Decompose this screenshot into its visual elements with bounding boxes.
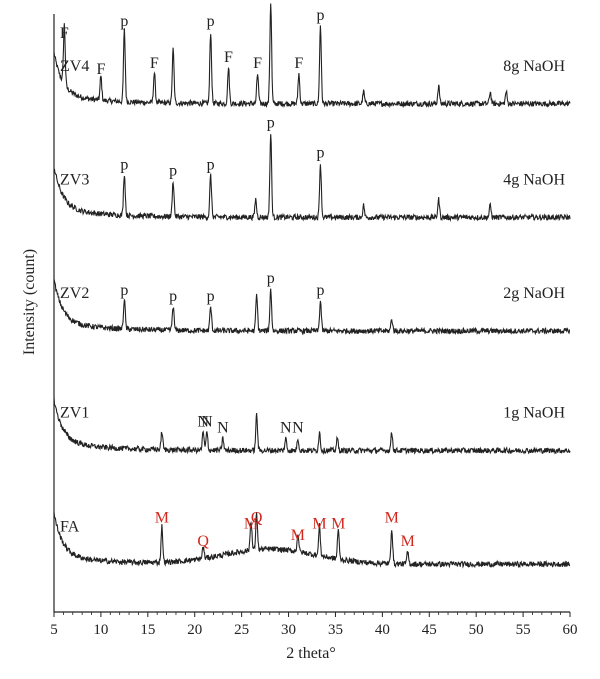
series-line: [53, 397, 571, 456]
peak-label: p: [316, 7, 324, 24]
peak-label: p: [267, 270, 275, 287]
series-condition-label: 2g NaOH: [503, 285, 565, 302]
x-tick-label: 40: [375, 622, 390, 638]
peak-label: p: [316, 282, 324, 299]
labels-layer: ZV4 8g NaOH F Fp Fp F Fp Fp ZV3 4g NaOH p p p p p ZV2 2g…: [60, 0, 566, 550]
series-name-label: ZV3: [60, 171, 89, 188]
peak-label: p: [267, 115, 275, 132]
peak-label: p: [207, 13, 215, 30]
series-zv4: [53, 3, 571, 109]
peak-label: M: [385, 509, 399, 526]
x-tick-label: 5: [50, 622, 58, 638]
peak-label: Q: [251, 509, 263, 526]
series-condition-label: 1g NaOH: [503, 405, 565, 422]
x-tick-label: 60: [563, 622, 578, 638]
peak-label: M: [401, 533, 415, 550]
x-tick-label: 35: [328, 622, 343, 638]
series-line: [53, 3, 571, 109]
series-line: [53, 279, 571, 336]
peak-label: p: [316, 145, 324, 162]
peak-label: N: [280, 420, 292, 437]
x-tick-label: 55: [516, 622, 531, 638]
series-condition-label: 8g NaOH: [503, 58, 565, 75]
peak-label: F: [253, 55, 262, 72]
peak-label: F: [224, 49, 233, 66]
series-name-label: ZV2: [60, 285, 89, 302]
y-axis-label: Intensity (count): [21, 249, 38, 355]
peak-label: p: [169, 162, 177, 179]
peak-label: p: [120, 156, 128, 173]
series-layer: [53, 3, 571, 569]
peak-label: p: [120, 13, 128, 30]
x-axis-label: 2 theta°: [286, 645, 336, 662]
series-zv2: [53, 279, 571, 336]
peak-label: M: [331, 515, 345, 532]
series-name-label: ZV4: [60, 58, 89, 75]
peak-label: p: [207, 288, 215, 305]
x-tick-label: 20: [187, 622, 202, 638]
peak-label: N: [197, 414, 209, 431]
peak-label: M: [155, 509, 169, 526]
peak-label: M: [291, 527, 305, 544]
series-condition-label: 4g NaOH: [503, 171, 565, 188]
series-fa: [53, 511, 571, 569]
x-tick-label: 25: [234, 622, 249, 638]
peak-label: F: [96, 61, 105, 78]
peak-label: F: [150, 55, 159, 72]
x-tick-label: 45: [422, 622, 437, 638]
peak-label: p: [169, 288, 177, 305]
x-tick-label: 15: [140, 622, 155, 638]
series-zv1: [53, 397, 571, 456]
peak-label: N: [217, 420, 229, 437]
peak-label: M: [312, 515, 326, 532]
series-name-label: ZV1: [60, 405, 89, 422]
peak-label: p: [120, 282, 128, 299]
series-line: [53, 511, 571, 569]
series-zv3: [53, 134, 571, 223]
x-tick-label: 50: [469, 622, 484, 638]
x-tick-label: 10: [93, 622, 108, 638]
series-name-label: FA: [60, 518, 80, 535]
x-tick-label: 30: [281, 622, 296, 638]
series-line: [53, 134, 571, 223]
peak-label: N: [292, 420, 304, 437]
peak-label: p: [207, 156, 215, 173]
peak-label: F: [60, 25, 69, 42]
peak-label: M: [244, 515, 258, 532]
peak-label: N: [201, 414, 213, 431]
axes: 5 10 15 20 25 30 35 40 45 50 55 60: [50, 14, 578, 638]
peak-label: F: [294, 55, 303, 72]
peak-label: Q: [197, 533, 209, 550]
